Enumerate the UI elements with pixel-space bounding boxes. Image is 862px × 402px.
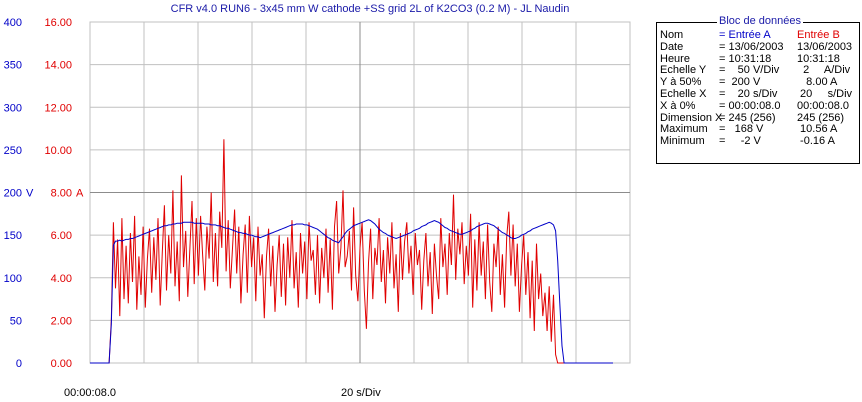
marker-v: V	[26, 188, 34, 200]
right-tick-label: 6.00	[51, 230, 72, 242]
data-block-value-a: = Entrée A	[719, 29, 771, 41]
left-tick-label: 150	[4, 230, 22, 242]
left-tick-label: 250	[4, 145, 22, 157]
left-tick-label: 200	[4, 188, 22, 200]
data-block-value-a: = 168 V	[719, 123, 764, 136]
data-block-label: Maximum	[660, 123, 708, 136]
chart-title: CFR v4.0 RUN6 - 3x45 mm W cathode +SS gr…	[170, 3, 570, 15]
data-block-label: Minimum	[660, 135, 705, 148]
data-block-value-a: = 13/06/2003	[719, 40, 784, 53]
data-block-value-b: Entrée B	[797, 29, 840, 41]
left-tick-label: 350	[4, 60, 22, 72]
data-block-value-b: -0.16 A	[797, 135, 835, 148]
right-tick-label: 14.00	[44, 60, 72, 72]
data-block-label: Dimension X	[660, 111, 723, 124]
data-block-label: Echelle X	[660, 88, 707, 100]
data-block-value-a: = 50 V/Div	[719, 64, 780, 77]
time-start-label: 00:00:08.0	[64, 387, 116, 399]
data-block-label: X à 0%	[660, 99, 696, 112]
right-tick-label: 12.00	[44, 102, 72, 114]
left-tick-label: 400	[4, 17, 22, 29]
data-block-value-a: = 20 s/Div	[719, 88, 778, 100]
data-block-value-a: = 245 (256)	[719, 111, 776, 124]
left-tick-label: 50	[10, 315, 22, 327]
data-block-value-b: 2 A/Div	[797, 64, 851, 77]
data-block-value-b: 245 (256)	[797, 111, 845, 124]
left-tick-label: 100	[4, 273, 22, 285]
series-line-entree-b	[90, 139, 605, 364]
left-tick-label: 300	[4, 102, 22, 114]
data-block-value-b: 10.56 A	[797, 123, 838, 136]
chart-grid	[89, 21, 631, 364]
right-tick-label: 2.00	[51, 315, 72, 327]
data-block-value-b: 10:31:18	[797, 52, 840, 65]
data-block-value-b: 20 s/Div	[797, 88, 853, 100]
data-block-label: Echelle Y	[660, 64, 707, 77]
data-block-value-b: 00:00:08.0	[797, 99, 849, 112]
right-tick-label: 0.00	[51, 358, 72, 370]
left-tick-label: 0	[16, 358, 22, 370]
right-tick-label: 16.00	[44, 17, 72, 29]
right-tick-label: 8.00	[51, 188, 72, 200]
data-block-value-b: 13/06/2003	[797, 40, 853, 53]
data-block-label: Date	[660, 40, 684, 53]
time-div-label: 20 s/Div	[341, 387, 381, 399]
data-block-value-a: = 00:00:08.0	[719, 99, 781, 112]
data-block-label: Heure	[660, 52, 690, 65]
data-block-value-a: = 10:31:18	[719, 52, 772, 65]
data-block-value-a: = -2 V	[719, 135, 761, 148]
data-block-title: Bloc de données	[717, 15, 803, 27]
data-block-label: Nom	[660, 29, 684, 41]
data-block-panel: Bloc de données Nom = Entrée A Entrée B Dat…	[656, 15, 860, 164]
marker-a: A	[76, 188, 84, 200]
data-block-value-b: 8.00 A	[797, 76, 838, 89]
chart-series	[90, 139, 613, 364]
right-tick-label: 4.00	[51, 273, 72, 285]
data-block-value-a: = 200 V	[719, 76, 761, 89]
left-axis-tick-labels: 0 50 100 150 200 250 300 350 400	[4, 17, 22, 370]
right-axis-tick-labels: 0.00 2.00 4.00 6.00 8.00 10.00 12.00 14.00 16.00	[44, 17, 72, 370]
series-line-entree-a	[90, 219, 613, 364]
right-tick-label: 10.00	[44, 145, 72, 157]
data-block-label: Y à 50%	[660, 76, 702, 89]
